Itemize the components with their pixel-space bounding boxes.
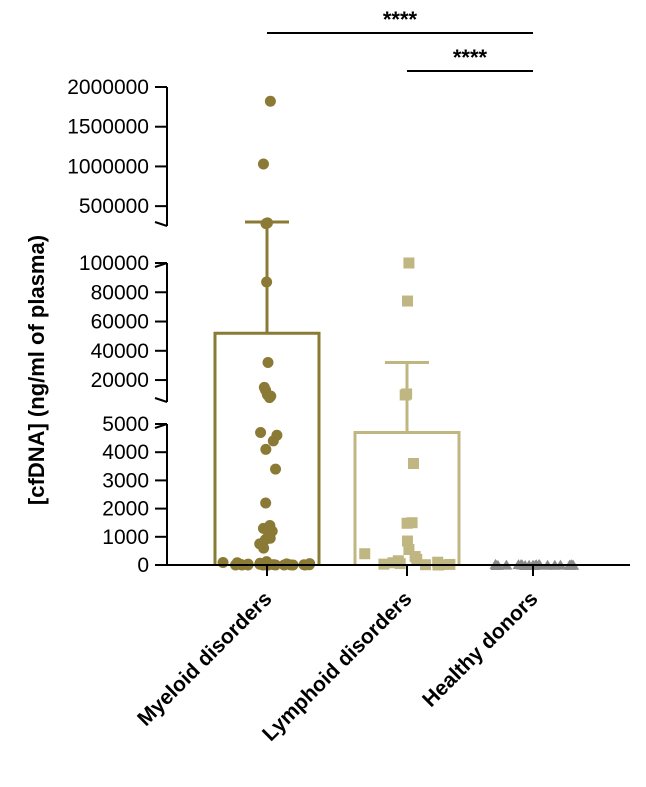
x-tick-label: Healthy donors <box>418 587 542 711</box>
axis-break-mark <box>154 397 168 403</box>
x-tick-label: Myeloid disorders <box>133 587 276 730</box>
significance-label: **** <box>383 7 418 32</box>
data-point <box>267 435 279 447</box>
data-point <box>394 558 406 570</box>
axis-layer: 0 1000 2000 3000 4000 5000 20000 40000 60000 8000… <box>67 76 630 746</box>
data-point <box>411 553 423 565</box>
data-point <box>260 497 272 509</box>
data-point <box>403 257 415 269</box>
y-tick-label: 20000 <box>91 369 149 392</box>
data-point <box>260 443 272 455</box>
y-tick-label: 100000 <box>79 252 149 275</box>
bars-layer <box>213 331 461 565</box>
y-tick-label: 40000 <box>91 340 149 363</box>
data-point <box>264 392 276 404</box>
data-point <box>264 95 276 107</box>
axis-break-mark <box>154 221 168 227</box>
y-axis-label: [cfDNA] (ng/ml of plasma) <box>24 235 49 505</box>
significance-layer: **** **** <box>267 7 533 72</box>
data-point <box>270 463 282 475</box>
significance-label: **** <box>453 45 488 70</box>
y-tick-label: 60000 <box>91 311 149 334</box>
data-point <box>387 557 399 569</box>
y-tick-label: 2000 <box>102 498 149 521</box>
y-tick-label: 4000 <box>102 441 149 464</box>
data-point <box>401 517 413 529</box>
data-point <box>255 426 267 438</box>
y-tick-label: 0 <box>137 554 149 577</box>
data-point <box>258 542 270 554</box>
y-tick-label: 1500000 <box>67 116 149 139</box>
data-point <box>262 356 274 368</box>
data-point <box>403 543 415 555</box>
data-point <box>401 535 413 547</box>
y-tick-label: 80000 <box>91 281 149 304</box>
bar-myeloid-disorders <box>213 331 321 565</box>
data-point <box>407 457 419 469</box>
y-tick-label: 2000000 <box>67 76 149 99</box>
y-tick-label: 5000 <box>102 413 149 436</box>
data-point <box>257 522 269 534</box>
y-tick-label: 1000 <box>102 526 149 549</box>
x-tick-label: Lymphoid disorders <box>258 587 416 745</box>
data-point <box>399 389 411 401</box>
y-tick-label: 1000000 <box>67 155 149 178</box>
data-point <box>402 295 414 307</box>
y-tick-label: 3000 <box>102 469 149 492</box>
y-tick-label: 500000 <box>79 195 149 218</box>
data-point <box>359 548 371 560</box>
data-point <box>257 158 269 170</box>
data-point <box>217 556 229 568</box>
error-bars-layer <box>245 220 429 433</box>
